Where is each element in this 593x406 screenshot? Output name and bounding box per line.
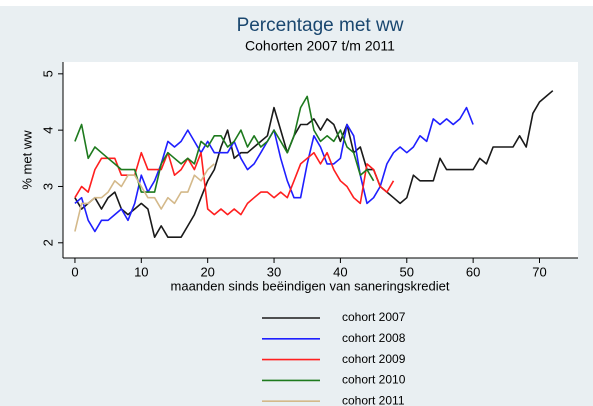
series-line [74, 90, 554, 238]
y-tick-label: 3 [40, 183, 55, 190]
x-tick-label: 60 [466, 264, 480, 279]
x-tick-label: 40 [333, 264, 347, 279]
plot-area [63, 62, 578, 258]
legend-label: cohort 2008 [342, 331, 406, 345]
y-axis-label: % met ww [19, 130, 34, 190]
y-tick-label: 4 [40, 127, 55, 134]
x-tick-label: 0 [71, 264, 78, 279]
series-line [74, 95, 375, 193]
chart-subtitle: Cohorten 2007 t/m 2011 [245, 38, 395, 54]
series-line [74, 163, 215, 232]
x-tick-label: 70 [532, 264, 546, 279]
y-tick-label: 2 [40, 239, 55, 246]
y-tick-label: 5 [40, 70, 55, 77]
x-tick-label: 10 [134, 264, 148, 279]
x-axis-label: maanden sinds beëindigen van saneringskr… [171, 278, 450, 293]
legend-label: cohort 2009 [342, 352, 406, 366]
legend-label: cohort 2011 [342, 393, 405, 406]
x-tick-label: 30 [267, 264, 281, 279]
chart-title: Percentage met ww [237, 15, 404, 36]
legend-label: cohort 2010 [342, 373, 406, 387]
x-tick-label: 50 [400, 264, 414, 279]
legend-label: cohort 2007 [342, 310, 406, 324]
top-strip [0, 0, 593, 6]
x-tick-label: 20 [200, 264, 214, 279]
